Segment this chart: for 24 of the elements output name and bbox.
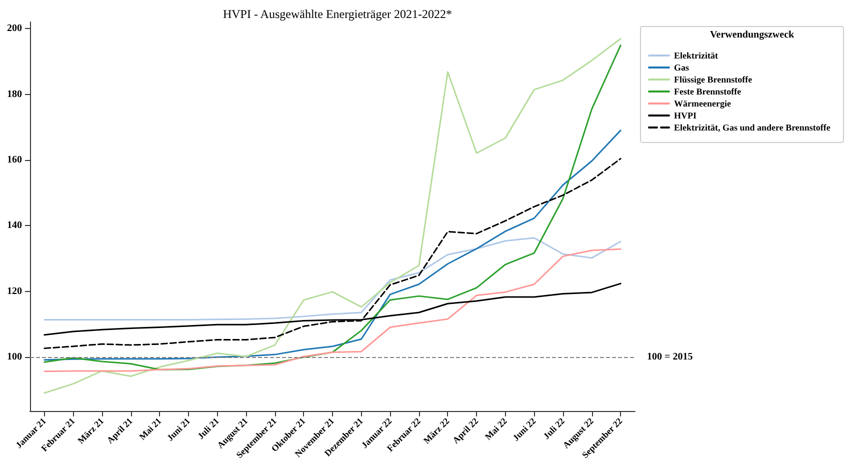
legend-label: Wärmeenergie xyxy=(674,98,731,108)
x-tick-label: Juli 21 xyxy=(196,416,222,442)
line-series xyxy=(44,130,622,361)
chart-title: HVPI - Ausgewählte Energieträger 2021-2022* xyxy=(222,7,452,21)
x-tick-label: Mai 21 xyxy=(137,416,164,442)
ref-line-label: 100 = 2015 xyxy=(647,352,693,363)
legend-label: Elektrizität, Gas und andere Brennstoffe xyxy=(674,122,830,132)
line-series xyxy=(44,158,622,350)
legend-label: Flüssige Brennstoffe xyxy=(674,74,752,84)
y-tick-label: 100 xyxy=(7,352,22,363)
line-series xyxy=(44,237,622,320)
legend-label: Elektrizität xyxy=(674,50,718,60)
y-tick-label: 160 xyxy=(7,154,22,166)
y-tick-label: 140 xyxy=(7,220,22,232)
x-tick-label: Mai 22 xyxy=(482,416,510,442)
legend-label: Feste Brennstoffe xyxy=(674,86,742,96)
legend-label: HVPI xyxy=(674,110,697,120)
y-tick-label: 180 xyxy=(7,88,22,100)
y-tick-label: 200 xyxy=(7,23,22,34)
y-tick-label: 120 xyxy=(7,286,22,297)
line-series xyxy=(44,248,622,372)
legend-title: Verwendungszweck xyxy=(710,30,795,40)
x-tick-label: Juli 22 xyxy=(541,416,567,442)
legend-label: Gas xyxy=(674,62,690,72)
